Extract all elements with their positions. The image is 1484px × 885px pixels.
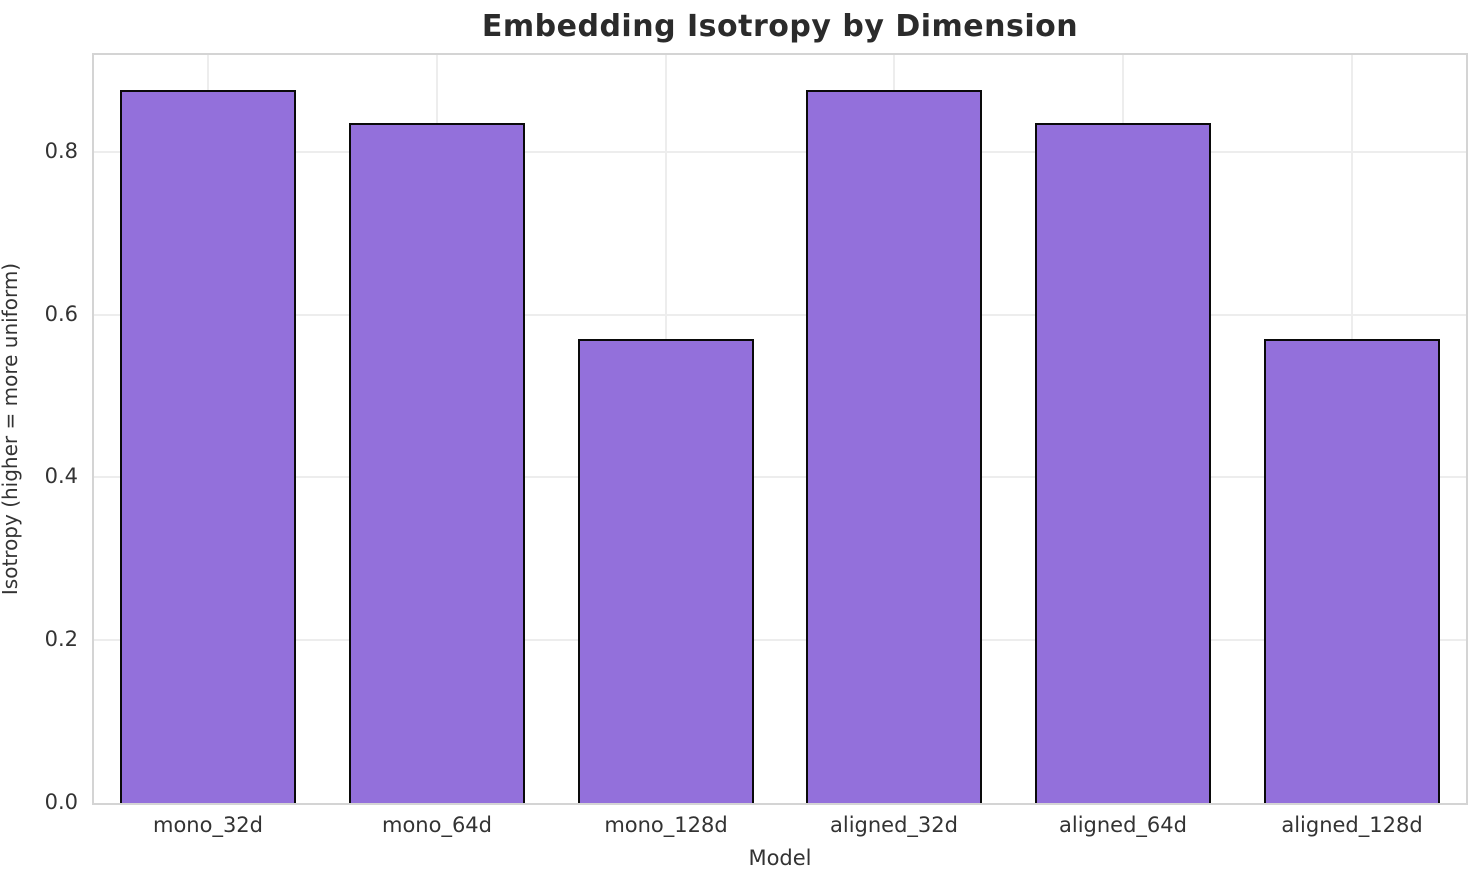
plot-area (92, 53, 1468, 805)
y-tick-label: 0.8 (44, 139, 78, 163)
bar-mono_64d (349, 123, 525, 803)
x-axis-label: Model (748, 846, 812, 870)
x-tick-label-mono_128d: mono_128d (604, 813, 728, 837)
bar-aligned_32d (806, 90, 982, 803)
gridline-horizontal (94, 151, 1466, 153)
gridline-horizontal (94, 639, 1466, 641)
y-tick-label: 0.0 (44, 790, 78, 814)
bar-mono_128d (578, 339, 754, 803)
y-tick-label: 0.2 (44, 627, 78, 651)
gridline-horizontal (94, 314, 1466, 316)
bar-aligned_128d (1264, 339, 1440, 803)
x-tick-label-mono_32d: mono_32d (152, 813, 263, 837)
x-tick-label-aligned_128d: aligned_128d (1281, 813, 1423, 837)
x-tick-label-mono_64d: mono_64d (381, 813, 492, 837)
chart-title: Embedding Isotropy by Dimension (481, 9, 1079, 44)
bar-mono_32d (120, 90, 296, 803)
y-tick-label: 0.6 (44, 302, 78, 326)
gridline-horizontal (94, 476, 1466, 478)
x-tick-label-aligned_32d: aligned_32d (830, 813, 958, 837)
x-tick-label-aligned_64d: aligned_64d (1059, 813, 1187, 837)
bar-aligned_64d (1035, 123, 1211, 803)
y-tick-label: 0.4 (44, 464, 78, 488)
